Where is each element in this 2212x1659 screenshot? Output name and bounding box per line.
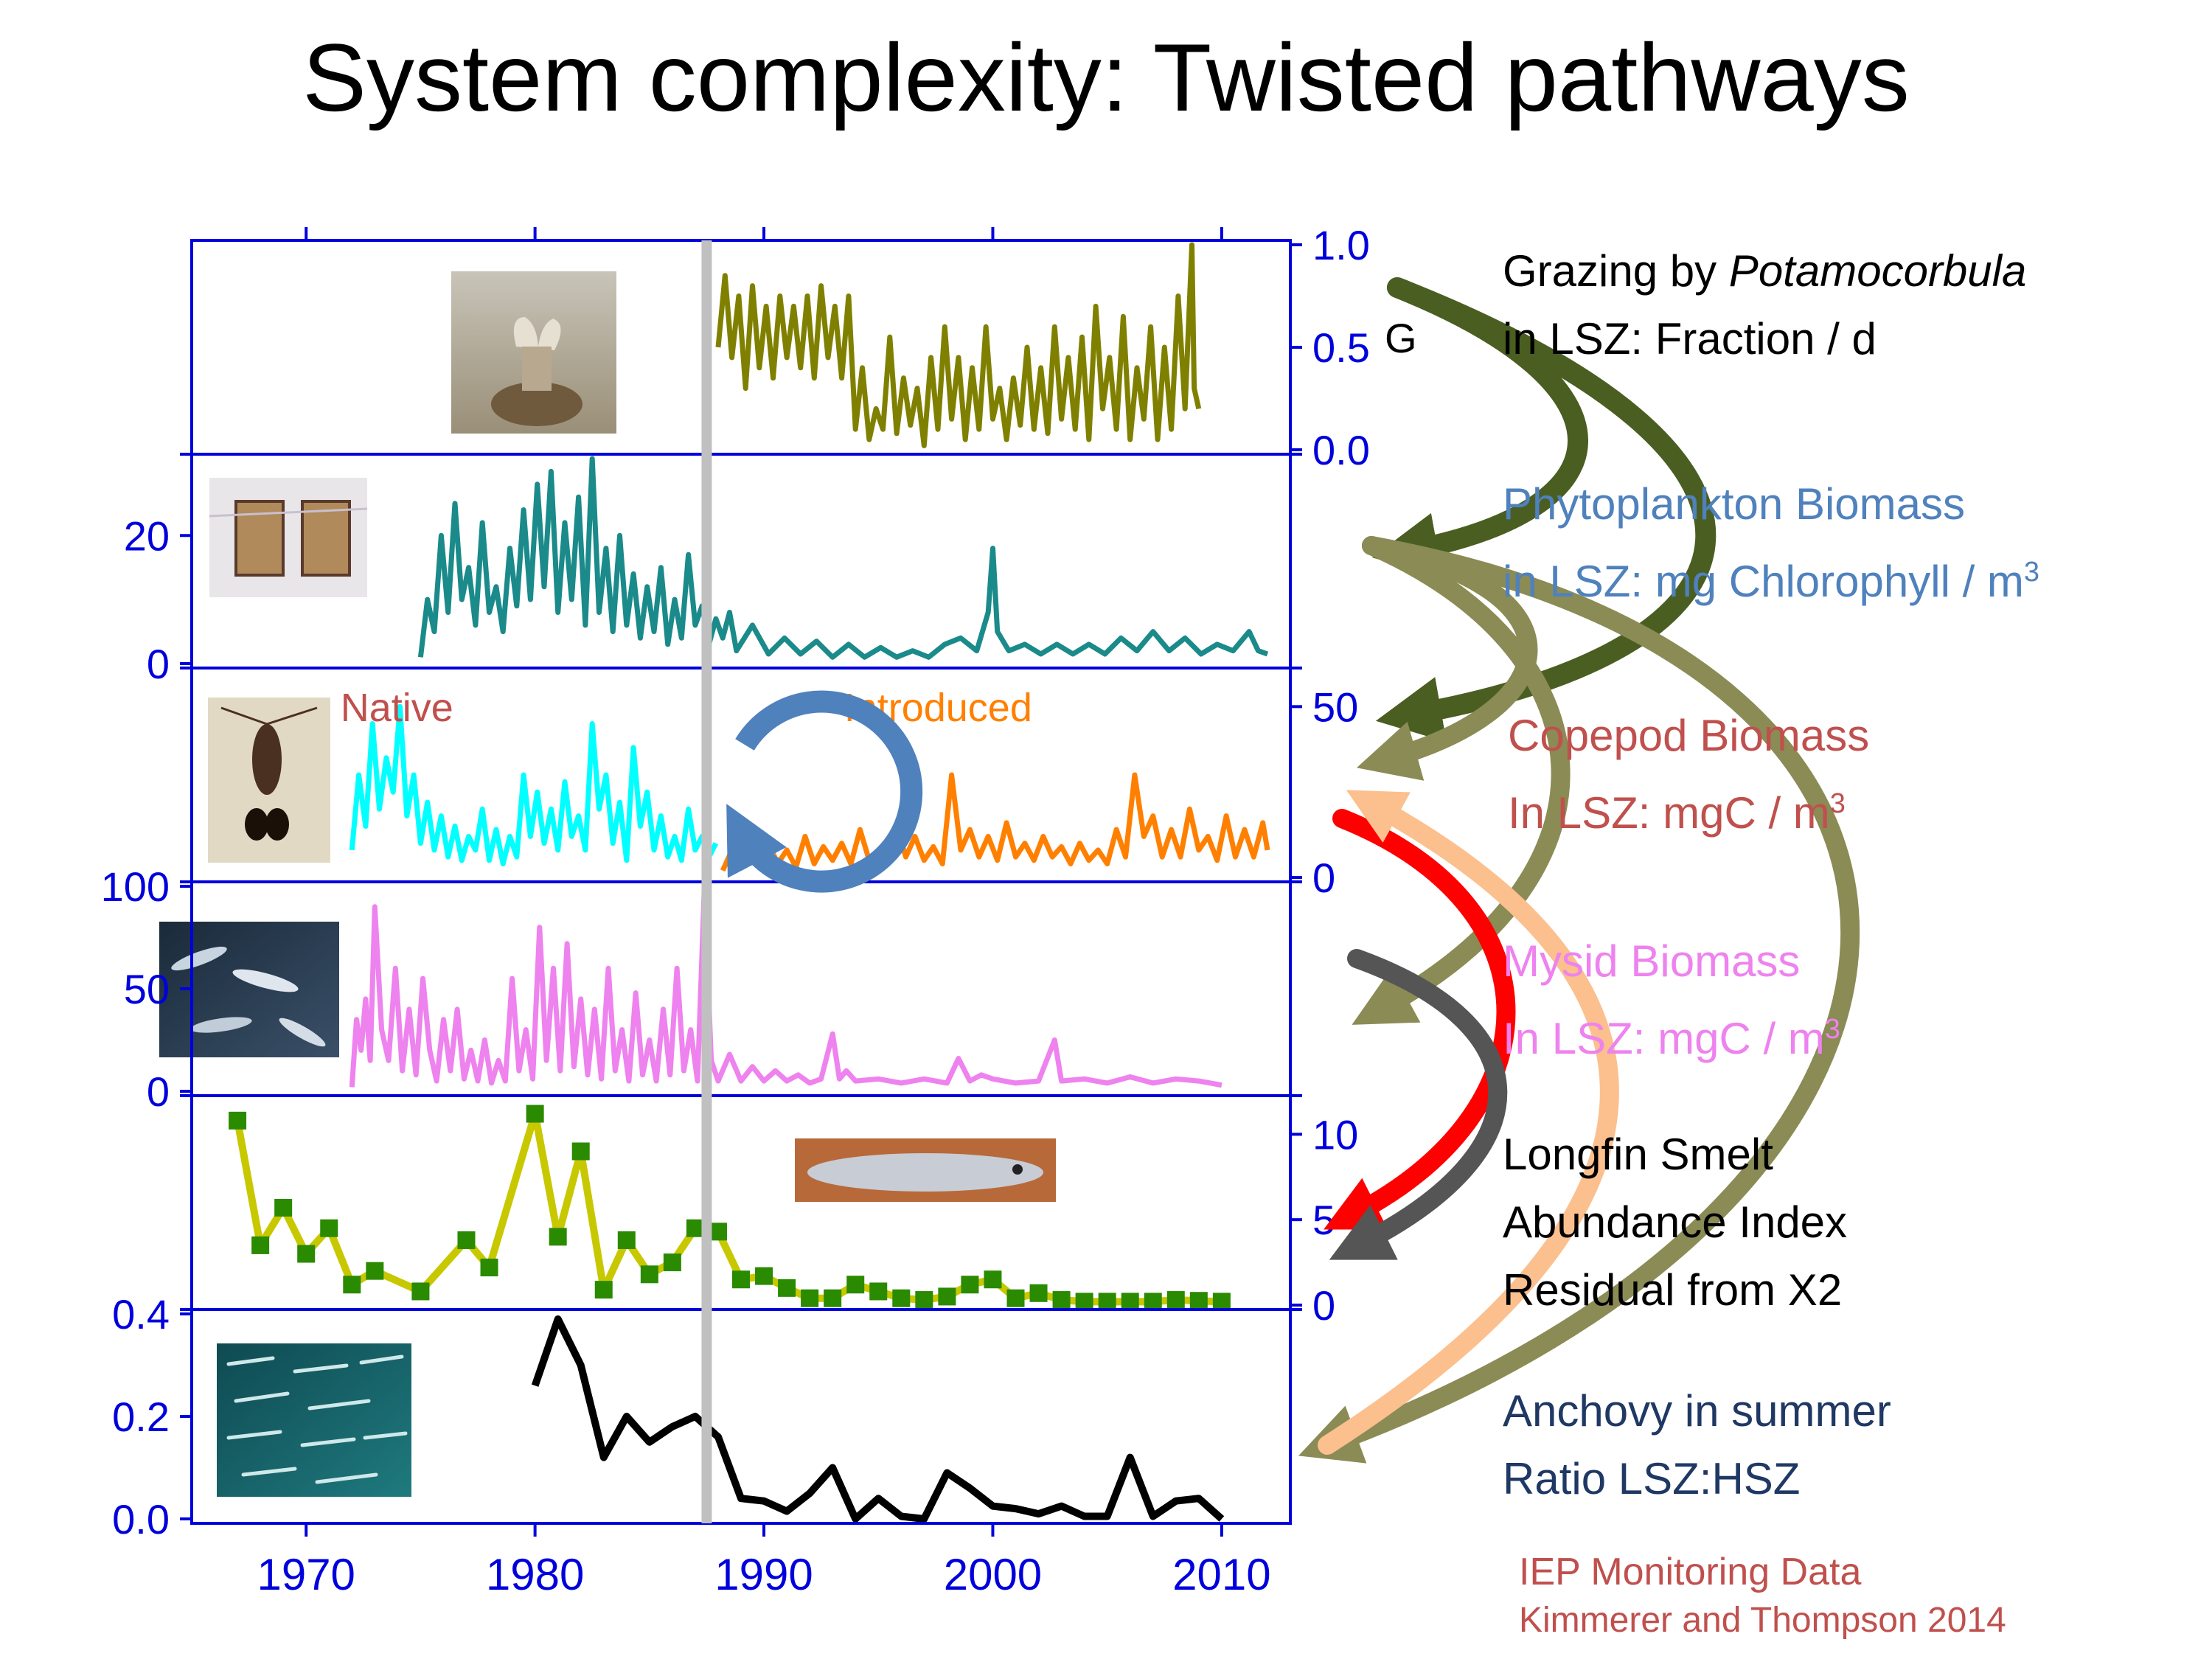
smelt-marker bbox=[961, 1276, 979, 1294]
smelt-marker bbox=[938, 1287, 956, 1306]
smelt-marker bbox=[1144, 1293, 1162, 1311]
smelt-marker bbox=[1212, 1293, 1231, 1311]
grazing-ytick-label-1: 0.5 bbox=[1312, 324, 1370, 371]
smelt-marker bbox=[640, 1265, 658, 1284]
phytoplankton-ytick-label-0: 0 bbox=[147, 641, 170, 687]
smelt-marker bbox=[274, 1198, 293, 1217]
slide-title: System complexity: Twisted pathways bbox=[302, 24, 1910, 131]
arrow-mysid-to-smelt bbox=[1329, 949, 1508, 1260]
smelt-marker bbox=[549, 1228, 567, 1246]
smelt-marker bbox=[297, 1245, 316, 1263]
phytoplankton-ytick-label-1: 20 bbox=[124, 512, 170, 559]
credit-citation: Kimmerer and Thompson 2014 bbox=[1519, 1601, 2006, 1640]
smelt-marker bbox=[663, 1253, 681, 1272]
longfin_smelt-line bbox=[234, 1110, 1222, 1306]
x-tick-label-2000: 2000 bbox=[944, 1550, 1042, 1599]
x-tick-label-1970: 1970 bbox=[257, 1550, 355, 1599]
label-longfin-smelt: Longfin Smelt Abundance Index Residual f… bbox=[1503, 1130, 1848, 1315]
smelt-marker bbox=[1189, 1292, 1208, 1310]
label-mysid: Mysid Biomass In LSZ: mgC / m3 bbox=[1503, 936, 1840, 1063]
clam-photo bbox=[451, 271, 616, 434]
smelt-marker bbox=[686, 1219, 704, 1237]
label-anchovy: Anchovy in summer Ratio LSZ:HSZ bbox=[1503, 1386, 1891, 1503]
smelt-marker bbox=[526, 1105, 544, 1123]
smelt-marker bbox=[251, 1236, 270, 1254]
smelt-marker bbox=[709, 1222, 727, 1241]
smelt-marker bbox=[869, 1282, 888, 1301]
smelt-marker bbox=[480, 1259, 498, 1277]
smelt-marker bbox=[617, 1231, 636, 1249]
smelt-photo bbox=[795, 1138, 1056, 1202]
smelt-marker bbox=[824, 1289, 842, 1307]
credit-source: IEP Monitoring Data bbox=[1519, 1551, 1862, 1593]
x-tick-label-1990: 1990 bbox=[714, 1550, 813, 1599]
smelt-marker bbox=[1006, 1289, 1025, 1307]
smelt-marker bbox=[846, 1276, 865, 1294]
smelt-marker bbox=[411, 1282, 430, 1301]
anchovy-ytick-label-2: 0.4 bbox=[112, 1291, 170, 1338]
anchovy-ytick-label-1: 0.2 bbox=[112, 1394, 170, 1440]
smelt-marker bbox=[915, 1291, 933, 1310]
label-grazing: Grazing by Potamocorbula in LSZ: Fractio… bbox=[1503, 246, 2027, 364]
smelt-marker bbox=[892, 1289, 911, 1307]
copepod-photo bbox=[208, 698, 330, 863]
longfin_smelt-ytick-label-2: 10 bbox=[1312, 1111, 1358, 1158]
longfin_smelt-ytick-label-1: 5 bbox=[1312, 1197, 1335, 1243]
smelt-marker bbox=[1029, 1284, 1048, 1302]
smelt-marker bbox=[755, 1267, 773, 1285]
pathway-arrows bbox=[1298, 277, 1860, 1464]
anchovy-line bbox=[531, 1315, 1225, 1523]
smelt-marker bbox=[229, 1111, 247, 1130]
anchovy-school-photo bbox=[217, 1343, 411, 1497]
copepod-series-native bbox=[349, 703, 719, 866]
smelt-marker bbox=[594, 1281, 613, 1299]
label-phytoplankton: Phytoplankton Biomass in LSZ: mg Chlorop… bbox=[1503, 479, 2040, 606]
copepod-ytick-label-1: 50 bbox=[1312, 684, 1358, 730]
smelt-marker bbox=[320, 1219, 338, 1237]
arrow-phyto-to-mysid bbox=[1352, 536, 1571, 1025]
mysid-ytick-label-0: 0 bbox=[147, 1068, 170, 1115]
mysid-ytick-label-2: 100 bbox=[101, 863, 170, 910]
smelt-marker bbox=[801, 1289, 819, 1307]
anchovy-ytick-label-0: 0.0 bbox=[112, 1496, 170, 1543]
smelt-marker bbox=[732, 1270, 750, 1289]
x-tick-label-2010: 2010 bbox=[1172, 1550, 1270, 1599]
smelt-marker bbox=[366, 1262, 384, 1280]
smelt-marker bbox=[1166, 1291, 1185, 1310]
smelt-marker bbox=[1075, 1293, 1093, 1311]
grazing-line bbox=[715, 242, 1202, 448]
x-tick-label-1980: 1980 bbox=[486, 1550, 584, 1599]
mysid-ytick-label-1: 50 bbox=[124, 966, 170, 1012]
smelt-marker bbox=[343, 1276, 361, 1294]
mysid-line bbox=[349, 883, 1222, 1088]
mysid-photo bbox=[159, 922, 339, 1057]
diatom-photo bbox=[209, 478, 368, 597]
longfin_smelt-ytick-label-0: 0 bbox=[1312, 1282, 1335, 1329]
smelt-marker bbox=[1052, 1291, 1071, 1310]
cycle-arrow bbox=[726, 690, 923, 893]
smelt-marker bbox=[457, 1231, 476, 1249]
smelt-marker bbox=[571, 1142, 590, 1161]
arrow-anchovy-to-copepod bbox=[1318, 790, 1619, 1455]
grazing-ytick-label-2: 1.0 bbox=[1312, 222, 1370, 268]
phytoplankton-line bbox=[417, 456, 1269, 660]
arrow-copepod-to-smelt bbox=[1324, 809, 1516, 1230]
arrow-phyto-to-anchovy bbox=[1298, 536, 1860, 1464]
label-copepod: Copepod Biomass In LSZ: mgC / m3 bbox=[1508, 711, 1870, 838]
arrow-grazing-to-copepod bbox=[1375, 277, 1717, 742]
smelt-marker bbox=[984, 1270, 1002, 1289]
grazing-ytick-label-0: 0.0 bbox=[1312, 427, 1370, 473]
smelt-marker bbox=[778, 1279, 796, 1297]
grazing-axis-g: G bbox=[1385, 315, 1417, 361]
copepod-ytick-label-0: 0 bbox=[1312, 855, 1335, 901]
legend-native: Native bbox=[341, 686, 453, 730]
smelt-marker bbox=[1098, 1293, 1116, 1311]
smelt-marker bbox=[1121, 1293, 1139, 1311]
copepod-series-introduced bbox=[720, 772, 1270, 872]
